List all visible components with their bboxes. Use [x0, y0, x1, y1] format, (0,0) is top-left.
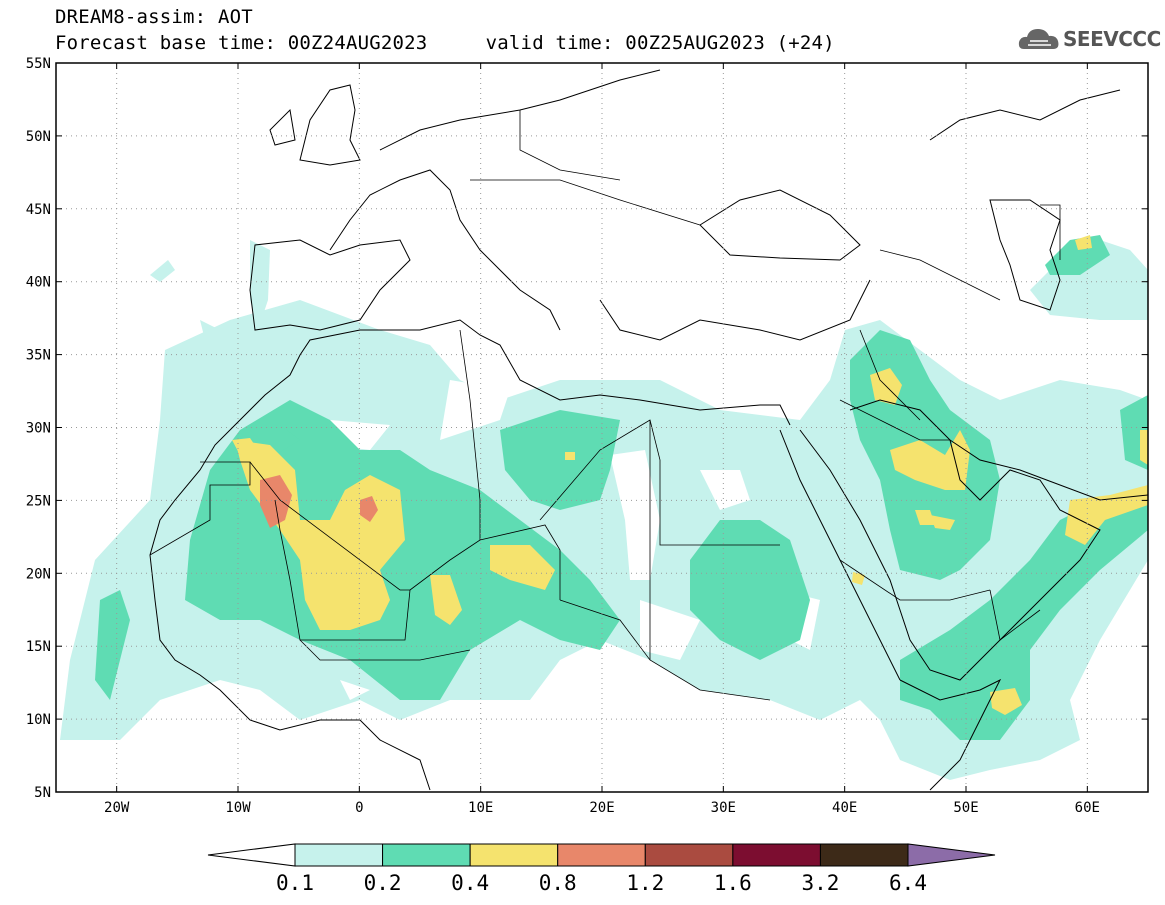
colorbar-label: 0.4 — [451, 871, 490, 895]
colorbar-label: 6.4 — [889, 871, 927, 895]
colorbar-label: 1.6 — [713, 871, 752, 895]
cloud-icon — [1018, 29, 1059, 49]
colorbar-label: 3.2 — [801, 871, 840, 895]
colorbar-segment — [382, 843, 471, 867]
colorbar-segment — [469, 843, 559, 867]
lon-label: 20E — [589, 800, 614, 816]
lon-label: 40E — [832, 800, 857, 816]
coastlines — [149, 69, 1148, 791]
lon-label: 10E — [468, 800, 493, 816]
colorbar-over-arrow — [907, 843, 996, 867]
colorbar-segment — [557, 843, 646, 867]
lon-label: 50E — [953, 800, 978, 816]
aot-contours — [60, 235, 1148, 780]
lat-label: 55N — [26, 56, 51, 72]
lat-label: 25N — [26, 493, 51, 509]
grid-lines — [56, 63, 1148, 792]
colorbar-segment — [819, 843, 909, 867]
colorbar-segment — [732, 843, 821, 867]
lat-label: 15N — [26, 639, 51, 655]
lat-label: 45N — [26, 202, 51, 218]
lat-label: 50N — [26, 129, 51, 145]
lat-label: 30N — [26, 421, 51, 437]
colorbar-segment — [294, 843, 384, 867]
colorbar-label: 0.2 — [363, 871, 402, 895]
lat-label: 5N — [34, 785, 51, 801]
logo-text: SEEVCCC — [1063, 27, 1161, 51]
colorbar-under-arrow — [207, 843, 296, 867]
lon-label: 20W — [104, 800, 130, 816]
forecast-time-line: Forecast base time: 00Z24AUG2023 valid t… — [55, 32, 835, 54]
map-title: DREAM8-assim: AOT — [55, 6, 253, 28]
latitude-labels: 55N 50N 45N 40N 35N 30N 25N 20N 15N 10N 5N — [26, 56, 51, 801]
lat-label: 20N — [26, 566, 51, 582]
lon-label: 30E — [711, 800, 736, 816]
longitude-labels: 20W 10W 0 10E 20E 30E 40E 50E 60E — [104, 800, 1100, 816]
lon-label: 10W — [225, 800, 251, 816]
lon-label: 0 — [355, 800, 363, 816]
lat-label: 40N — [26, 275, 51, 291]
colorbar-label: 1.2 — [626, 871, 665, 895]
lon-label: 60E — [1075, 800, 1100, 816]
lat-label: 10N — [26, 712, 51, 728]
colorbar-label: 0.8 — [538, 871, 577, 895]
colorbar-segment — [644, 843, 734, 867]
colorbar — [207, 843, 996, 867]
lat-label: 35N — [26, 348, 51, 364]
colorbar-label: 0.1 — [276, 871, 314, 895]
